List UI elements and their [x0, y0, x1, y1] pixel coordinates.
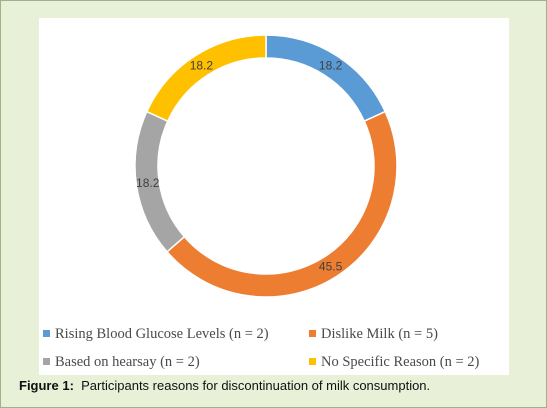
slice-3 [145, 34, 267, 123]
legend-label-2: Based on hearsay (n = 2) [55, 354, 200, 370]
slices-group [134, 34, 398, 298]
legend-swatch-0 [43, 330, 50, 337]
slice-label-1: 45.5 [319, 260, 343, 274]
donut-chart: 18.2 45.5 18.2 18.2 Rising Blood Glucose Le… [43, 34, 480, 370]
figure-caption: Figure 1: Participants reasons for disco… [19, 378, 539, 393]
slice-0 [265, 34, 387, 123]
legend-swatch-3 [309, 358, 316, 365]
legend-label-0: Rising Blood Glucose Levels (n = 2) [55, 326, 269, 342]
caption-text: Participants reasons for discontinuation… [81, 378, 431, 393]
legend-label-1: Dislike Milk (n = 5) [321, 326, 438, 342]
slice-label-0: 18.2 [319, 58, 343, 72]
legend-label-3: No Specific Reason (n = 2) [321, 354, 480, 370]
caption-prefix: Figure 1: [19, 378, 74, 393]
legend: Rising Blood Glucose Levels (n = 2) Disli… [43, 326, 480, 370]
slice-label-2: 18.2 [136, 176, 160, 190]
slice-1 [165, 110, 398, 298]
legend-swatch-2 [43, 358, 50, 365]
slice-labels-group: 18.2 45.5 18.2 18.2 [136, 58, 343, 273]
legend-swatch-1 [309, 330, 316, 337]
chart-area: 18.2 45.5 18.2 18.2 Rising Blood Glucose Le… [39, 18, 509, 375]
slice-label-3: 18.2 [190, 58, 214, 72]
